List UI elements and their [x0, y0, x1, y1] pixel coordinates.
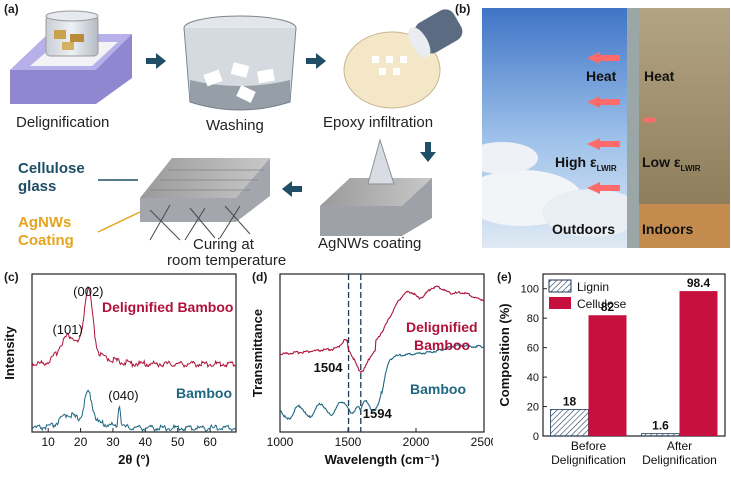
x-tick-label: 60 [203, 435, 217, 449]
data-label: 18 [563, 394, 577, 408]
x-tick-label: 2000 [403, 435, 430, 449]
x-axis-label: Wavelength (cm⁻¹) [325, 452, 440, 467]
xrd-chart: 10 20 30 40 50 60 2θ (°) Intensity Delignified B… [2, 273, 237, 467]
step-delignification-label: Delignification [16, 114, 110, 131]
heat-arrows-icon [587, 52, 656, 194]
category-label-line1: Before [571, 439, 607, 453]
outdoors-label: Outdoors [552, 221, 615, 237]
y-axis-label: Transmittance [250, 309, 265, 397]
heat-indoor-label: Heat [644, 68, 675, 84]
low-eps-text: Low ε [642, 154, 681, 170]
process-arrow-icon [146, 53, 166, 69]
legend-bamboo: Bamboo [176, 385, 232, 401]
cellulose-glass-line1: Cellulose [18, 160, 85, 177]
panel-a-illustration [10, 9, 463, 241]
x-tick-label: 20 [74, 435, 88, 449]
ftir-chart: 1000 1500 2000 2500 Wavelength (cm⁻¹) Transmi… [250, 273, 493, 467]
step-agnws-label: AgNWs coating [318, 235, 422, 252]
process-arrow-icon [282, 181, 302, 197]
bar-lignin [550, 409, 589, 437]
peak-label: (040) [108, 388, 138, 403]
data-label: 98.4 [687, 276, 711, 290]
legend-swatch [549, 297, 571, 309]
y-axis-label: Composition (%) [497, 303, 512, 406]
marker-label: 1504 [314, 360, 344, 375]
bar-cellulose [588, 315, 627, 436]
category-label-line2: Delignification [642, 453, 717, 467]
agnws-slab-icon [320, 138, 432, 236]
cellulose-glass-line2: glass [18, 178, 57, 195]
plot-frame [542, 273, 726, 437]
legend-label: Cellulose [577, 297, 627, 311]
series-bamboo [280, 343, 485, 420]
low-eps-subscript: LWIR [680, 163, 701, 173]
agnws-coating-line1: AgNWs [18, 214, 72, 231]
panel-e-label: (e) [497, 270, 512, 284]
panel-d-label: (d) [252, 270, 268, 284]
x-tick-label: 50 [171, 435, 185, 449]
x-tick-label: 30 [106, 435, 120, 449]
plot-frame [31, 273, 237, 433]
high-eps-subscript: LWIR [596, 163, 617, 173]
x-tick-label: 40 [139, 435, 153, 449]
panel-c-label: (c) [4, 270, 19, 284]
washing-container-icon [183, 15, 297, 111]
y-tick-label: 0 [533, 431, 539, 443]
high-eps-text: High ε [555, 154, 597, 170]
category-label-line1: After [667, 439, 692, 453]
x-tick-label: 10 [42, 435, 56, 449]
indoors-label: Indoors [642, 221, 694, 237]
bar-lignin [641, 433, 680, 437]
bar-cellulose [679, 291, 718, 436]
step-curing-line2: room temperature [167, 252, 287, 269]
step-washing-label: Washing [206, 117, 264, 134]
x-tick-label: 1000 [267, 435, 294, 449]
data-label: 82 [601, 300, 615, 314]
series-delignified-bamboo [279, 285, 485, 374]
peak-label: (002) [73, 284, 103, 299]
legend-delignified-bamboo: Delignified Bamboo [102, 299, 233, 315]
marker-label: 1594 [363, 406, 393, 421]
process-arrow-icon [306, 53, 326, 69]
step-epoxy-label: Epoxy infiltration [323, 114, 434, 131]
y-tick-label: 40 [527, 372, 539, 384]
panel-b-label: (b) [455, 2, 471, 16]
cellulose-glass-icon [140, 158, 270, 241]
y-tick-label: 60 [527, 343, 539, 355]
x-axis-label: 2θ (°) [118, 452, 150, 467]
heat-outdoor-label: Heat [586, 68, 617, 84]
peak-label: (101) [52, 322, 82, 337]
legend-label: Lignin [577, 280, 609, 294]
series-bamboo [31, 389, 237, 433]
x-tick-label: 2500 [471, 435, 493, 449]
step-curing-line1: Curing at [193, 236, 254, 253]
y-axis-label: Intensity [2, 326, 17, 380]
beaker-icon [45, 10, 99, 57]
epoxy-dish-icon [343, 9, 463, 109]
legend-delignified-line2: Bamboo [414, 337, 470, 353]
process-arrow-icon [420, 142, 436, 162]
category-label-line2: Delignification [551, 453, 626, 467]
high-emissivity-label: High εLWIR [555, 154, 617, 173]
y-tick-label: 20 [527, 402, 539, 414]
agnws-coating-line2: Coating [18, 232, 74, 249]
y-tick-label: 80 [527, 313, 539, 325]
y-tick-label: 100 [521, 284, 539, 296]
panel-a-label: (a) [4, 2, 19, 16]
legend-delignified-line1: Delignified [406, 319, 478, 335]
plot-frame [279, 273, 485, 433]
legend-bamboo: Bamboo [410, 381, 466, 397]
panel-b-illustration [482, 8, 730, 248]
x-tick-label: 1500 [335, 435, 362, 449]
legend-swatch [548, 279, 572, 293]
series-delignified-bamboo [31, 285, 237, 369]
low-emissivity-label: Low εLWIR [642, 154, 701, 173]
data-label: 1.6 [652, 419, 669, 433]
